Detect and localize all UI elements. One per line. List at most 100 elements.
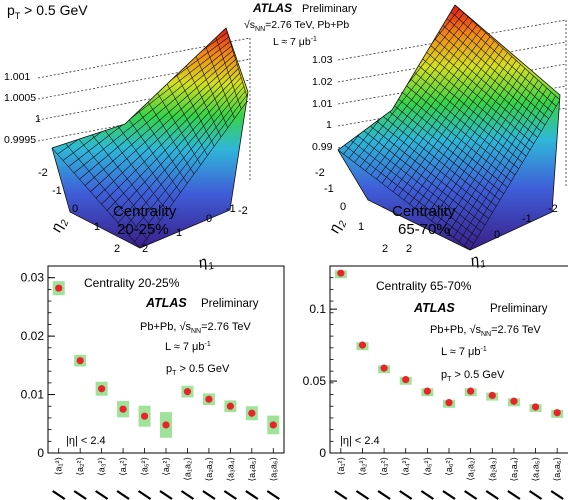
x-tick-label: ⟨a₄a₅⟩ [531,457,541,481]
x-tick-label: ⟨a₁²⟩ [336,457,346,475]
mesh-line [430,35,542,132]
eta1-tick-label: -1 [226,203,236,215]
eta2-axis-label: η2 [326,216,350,236]
mesh-line [376,101,501,201]
surface-outline-right [337,4,561,251]
mesh-line [445,16,553,113]
x-tick-label: ⟨a₁a₂⟩ [466,457,476,481]
x-tick-label: ⟨a₄a₅⟩ [247,457,257,481]
data-point [119,405,127,413]
eta1-tick-label: 0 [206,213,212,225]
mesh-line [449,10,557,107]
mesh-line [214,35,242,110]
label-underline [550,490,564,500]
surface-outline-left [51,27,249,249]
x-tick-label: ⟨a₁a₂⟩ [182,457,192,481]
energy-label: Pb+Pb, √sNN=2.76 TeV [140,321,251,335]
data-point [553,409,561,417]
label-underline [52,490,66,500]
x-tick-label: ⟨a₂a₃⟩ [204,457,214,481]
mesh-line [84,125,161,221]
lumi-label: L ≈ 7 μb-1 [273,36,317,48]
mesh-line [391,83,512,182]
data-point [55,284,63,292]
surface-panel-left: 1.001 1.0005 1 0.9995 -2 -1 0 1 2 2 1 0 … [4,27,251,275]
scatter-title: Centrality 20-25% [84,276,180,290]
z-tick-label: 1 [326,119,332,131]
eta2-tick-label: 1 [94,221,100,233]
mesh-line [381,95,504,194]
mesh-line [401,71,519,169]
z-tick-label: 1.02 [312,76,333,88]
data-point [380,364,388,372]
label-underline [464,490,478,500]
eta2-tick-label: -1 [52,185,62,197]
mesh-line [352,131,482,232]
wall-grid-line [337,41,567,83]
z-tick-label: 1.01 [312,98,333,110]
atlas-label: ATLAS [413,301,455,315]
data-point [226,402,234,410]
y-tick-label: 0.1 [309,302,326,316]
x-tick-label: ⟨a₃²⟩ [97,457,107,476]
data-point [510,397,518,405]
mesh-line [415,53,531,151]
data-points-right [334,269,564,418]
mesh-line [160,72,208,156]
mesh-line [171,65,215,147]
eta2-axis-label: η2 [48,215,72,235]
mesh-line [367,113,493,213]
pt-cut-label: pT > 0.5 GeV [7,2,88,21]
pt-label: pT > 0.5 GeV [166,363,230,377]
label-underline [266,490,280,500]
mesh-line [73,132,154,230]
label-underline [202,490,216,500]
x-tick-label: ⟨a₅²⟩ [140,457,150,476]
mesh-line [62,140,147,239]
label-underline [159,490,173,500]
pt-label: pT > 0.5 GeV [441,369,505,383]
x-tick-label: ⟨a₂a₃⟩ [487,457,497,481]
preliminary-label: Preliminary [201,298,259,310]
eta1-axis-label: η1 [469,250,488,273]
data-point [248,409,256,417]
surface-body-right [338,5,560,250]
label-underline [528,490,543,500]
z-tick-label: 0.99 [312,141,333,153]
data-points-left [52,281,280,438]
x-tick-label: ⟨a₂²⟩ [75,457,85,476]
data-point [205,395,213,403]
label-underline [334,490,348,500]
atlas-label: ATLAS [145,296,187,310]
mesh-line [52,147,141,248]
atlas-label: ATLAS [252,1,292,15]
data-point [269,421,277,429]
mesh-line [454,5,560,101]
data-point [76,357,84,365]
eta1-axis-label: η1 [197,252,216,275]
lumi-label: L ≈ 7 μb-1 [165,341,211,353]
mesh-line [420,47,534,144]
label-underline [399,490,413,500]
mesh-line [338,149,471,250]
centrality-value: 65-70% [398,221,450,238]
data-point [162,421,170,429]
mesh-line [396,77,516,176]
x-tick-label: ⟨a₃a₄⟩ [225,457,235,481]
y-axis-right: 0 0.05 0.1 [303,265,558,460]
eta2-tick-label: 2 [114,243,120,255]
label-underline [420,490,434,500]
mesh-line [440,22,549,119]
data-point [98,385,106,393]
x-tick-label: ⟨a₁²⟩ [54,457,64,475]
data-point [402,376,410,384]
x-tick-label: ⟨a₄²⟩ [401,457,411,476]
label-underline [442,490,456,500]
x-labels-left: ⟨a₁²⟩ ⟨a₂²⟩ ⟨a₃²⟩ ⟨a₄²⟩ ⟨a₅²⟩ ⟨a₆²⟩ ⟨a₁a₂⟩ ⟨a₂a… [52,457,280,500]
y-tick-label: 0.01 [21,388,45,402]
mesh-line [95,117,168,212]
wall-grid-line [337,19,567,61]
eta1-tick-label: 2 [142,243,148,255]
z-tick-label: 1.0005 [4,92,36,104]
eta1-tick-label: 2 [406,243,412,255]
